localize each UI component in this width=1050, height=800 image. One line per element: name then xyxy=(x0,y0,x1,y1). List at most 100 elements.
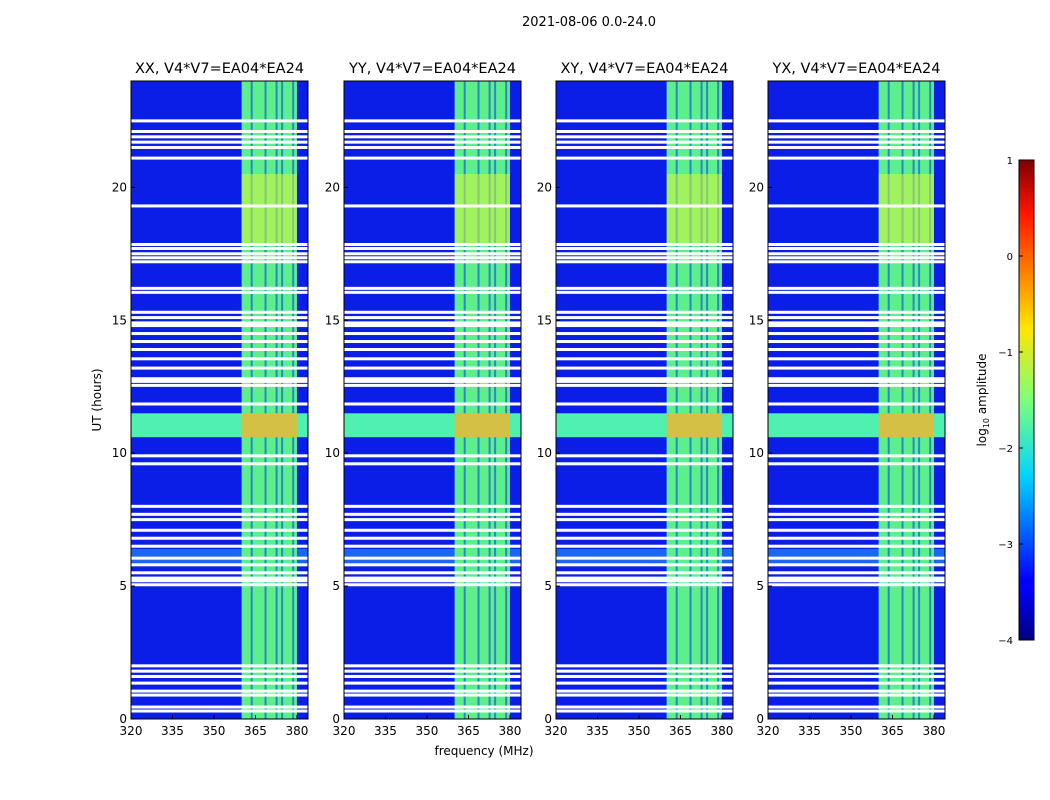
flag-line xyxy=(768,454,945,458)
x-tick-label: 380 xyxy=(922,724,945,738)
y-tick-label: 20 xyxy=(112,180,127,194)
flag-line xyxy=(131,556,308,560)
channel-gap xyxy=(250,81,253,719)
flag-line xyxy=(556,504,733,508)
channel-gap xyxy=(494,81,497,719)
flag-line xyxy=(131,204,308,208)
flag-line xyxy=(344,340,521,344)
x-tick-label: 365 xyxy=(881,724,904,738)
channel-gap xyxy=(929,81,932,719)
flag-line xyxy=(556,156,733,160)
panel-title: YX, V4*V7=EA04*EA24 xyxy=(771,61,940,77)
flag-line xyxy=(344,310,521,314)
flag-line xyxy=(768,256,945,260)
x-tick-label: 350 xyxy=(628,724,651,738)
flag-line xyxy=(131,563,308,567)
flag-line xyxy=(556,669,733,673)
y-tick-label: 15 xyxy=(112,313,127,327)
channel-gap xyxy=(275,81,278,719)
flag-line xyxy=(768,583,945,587)
flag-line xyxy=(131,383,308,387)
flag-line xyxy=(556,357,733,361)
flag-line xyxy=(768,576,945,580)
flag-line xyxy=(344,135,521,139)
y-tick-label: 20 xyxy=(325,180,340,194)
panel-title: XX, V4*V7=EA04*EA24 xyxy=(135,61,304,77)
channel-gap xyxy=(675,81,678,719)
flag-line xyxy=(131,462,308,466)
flag-line xyxy=(556,709,733,713)
flag-line xyxy=(768,571,945,575)
y-axis-label: UT (hours) xyxy=(90,368,104,431)
flag-line xyxy=(556,135,733,139)
x-tick-label: 320 xyxy=(333,724,356,738)
x-axis-label: frequency (MHz) xyxy=(434,744,533,758)
channel-gap xyxy=(505,81,508,719)
flag-line xyxy=(131,140,308,144)
flag-line xyxy=(556,340,733,344)
flag-line xyxy=(556,246,733,250)
signal-core xyxy=(454,174,510,244)
flag-line xyxy=(131,674,308,678)
flag-line xyxy=(344,321,521,325)
y-tick-label: 10 xyxy=(325,446,340,460)
colorbar-tick-label: 1 xyxy=(1007,156,1013,167)
rfi-peak xyxy=(878,413,934,438)
flag-line xyxy=(556,310,733,314)
flag-line xyxy=(344,669,521,673)
flag-line xyxy=(344,377,521,381)
y-tick-label: 20 xyxy=(749,180,764,194)
flag-line xyxy=(344,689,521,693)
channel-gap xyxy=(912,81,915,719)
flag-line xyxy=(131,536,308,540)
flag-line xyxy=(768,347,945,351)
flag-line xyxy=(344,556,521,560)
flag-line xyxy=(131,256,308,260)
flag-line xyxy=(556,579,733,583)
flag-line xyxy=(556,536,733,540)
flag-line xyxy=(344,347,521,351)
flag-line xyxy=(768,669,945,673)
flag-line xyxy=(131,316,308,320)
y-tick-label: 0 xyxy=(119,712,127,726)
flag-line xyxy=(131,119,308,123)
channel-gap xyxy=(717,81,720,719)
flag-line xyxy=(131,579,308,583)
x-tick-label: 335 xyxy=(586,724,609,738)
y-tick-label: 0 xyxy=(332,712,340,726)
flag-line xyxy=(556,544,733,548)
channel-gap xyxy=(689,81,692,719)
flag-line xyxy=(768,246,945,250)
flag-line xyxy=(344,402,521,406)
flag-line xyxy=(344,324,521,328)
channel-gap xyxy=(463,81,466,719)
flag-line xyxy=(344,260,521,264)
flag-line xyxy=(344,383,521,387)
flag-line xyxy=(344,357,521,361)
flag-line xyxy=(131,379,308,383)
colorbar-label: log10 amplitude xyxy=(975,354,991,447)
y-tick-label: 0 xyxy=(544,712,552,726)
flag-line xyxy=(768,579,945,583)
panel-xy: 320 335 350 365 380 0 5 10 15 20 XY, V4*V7=EA04*EA… xyxy=(537,61,734,738)
x-tick-label: 320 xyxy=(757,724,780,738)
flag-line xyxy=(344,664,521,668)
flag-line xyxy=(768,563,945,567)
flag-line xyxy=(556,321,733,325)
channel-gap xyxy=(700,81,703,719)
flag-line xyxy=(131,135,308,139)
flag-line xyxy=(768,252,945,256)
flag-line xyxy=(556,383,733,387)
y-tick-label: 5 xyxy=(544,579,552,593)
flag-line xyxy=(556,145,733,149)
panels: 320 335 350 365 380 0 5 10 15 20 XX, V4*V7=EA04*EA… xyxy=(112,61,946,738)
panel-yy: 320 335 350 365 380 0 5 10 15 20 YY, V4*V7=EA04*EA… xyxy=(325,61,522,738)
flag-line xyxy=(344,462,521,466)
flag-line xyxy=(131,689,308,693)
flag-line xyxy=(344,504,521,508)
flag-line xyxy=(131,130,308,134)
y-tick-label: 10 xyxy=(749,446,764,460)
flag-line xyxy=(131,246,308,250)
x-tick-label: 380 xyxy=(498,724,521,738)
